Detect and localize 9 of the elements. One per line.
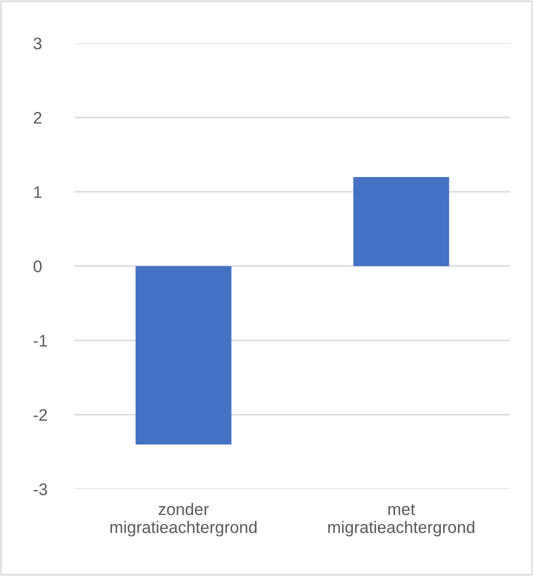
y-tick-label: 0 [34, 260, 42, 272]
y-tick-label: 3 [34, 38, 42, 50]
y-tick-label: -1 [34, 334, 47, 346]
y-tick-label: 1 [34, 186, 42, 198]
y-tick-label: -2 [34, 409, 47, 421]
x-tick-label: met migratieachtergrond [328, 504, 474, 536]
x-tick-label: zonder migratieachtergrond [110, 502, 257, 536]
y-tick-label: 2 [34, 112, 42, 124]
y-tick-label: -3 [34, 483, 48, 496]
